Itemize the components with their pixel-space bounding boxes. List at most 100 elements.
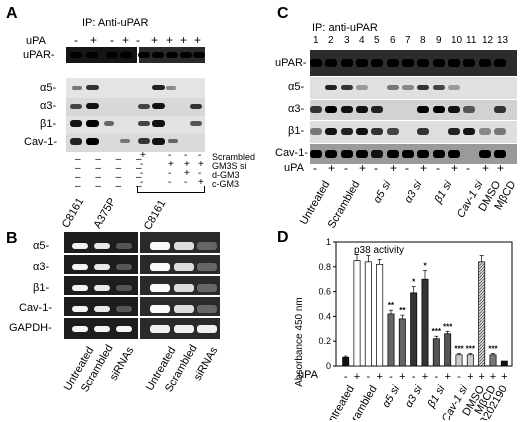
- panel-c-band-a5: [417, 85, 429, 90]
- panel-a-row-a3: α3-: [40, 100, 57, 112]
- panel-d-upa-sign: -: [366, 371, 370, 383]
- panel-a-treatment-sign: -: [140, 168, 144, 179]
- panel-c-band-cav1: [417, 150, 429, 158]
- panel-c-lane-number: 4: [359, 35, 365, 46]
- panel-c-band-upar: [310, 59, 322, 67]
- panel-b-row-b1: β1-: [33, 282, 50, 294]
- panel-a-ip-title: IP: Anti-uPAR: [82, 17, 149, 29]
- panel-b-band: [72, 243, 88, 249]
- panel-c-band-cav1: [356, 150, 368, 158]
- panel-d-ytick-label: 0.8: [318, 262, 331, 272]
- panel-d-bar: [444, 333, 452, 367]
- panel-d-upa-sign: -: [389, 371, 393, 383]
- panel-a-band-cav1: [70, 138, 82, 145]
- panel-d-bar: [410, 292, 418, 367]
- panel-d-significance: ***: [466, 345, 476, 354]
- panel-d-bar: [342, 356, 350, 367]
- panel-a-treatment-sign: -: [140, 159, 144, 170]
- panel-a-band-a5: [86, 85, 99, 90]
- panel-a-band-b1: [70, 120, 82, 127]
- panel-a-treat-gm3s: GM3S si: [212, 161, 247, 171]
- panel-b-band: [174, 325, 194, 333]
- panel-c-band-b1: [494, 128, 506, 135]
- panel-a-upa-sign: +: [180, 33, 188, 47]
- panel-c-upa-sign: +: [482, 161, 490, 175]
- panel-d-upa-sign: +: [354, 371, 360, 383]
- panel-a-treatment-sign: -: [198, 168, 202, 179]
- panel-b-band: [116, 243, 132, 249]
- panel-a-dashes-4: – – – –: [75, 181, 148, 192]
- panel-b-band: [116, 326, 132, 332]
- panel-c-band-b1: [387, 128, 399, 135]
- panel-d-upa-sign: +: [467, 371, 473, 383]
- panel-a-bracket: [137, 186, 205, 193]
- panel-c-band-upar: [494, 59, 506, 67]
- panel-c-band-b1: [341, 128, 353, 135]
- panel-c-band-b1: [371, 128, 383, 135]
- panel-c-band-a5: [356, 85, 368, 90]
- panel-b-row-a5: α5-: [33, 240, 50, 252]
- panel-b-row-divider: [64, 295, 220, 297]
- panel-b-row-a3: α3-: [33, 261, 50, 273]
- panel-a-dashes-1: – – – –: [75, 154, 148, 165]
- panel-c-band-a5: [325, 85, 337, 90]
- panel-c-band-a3: [310, 106, 322, 113]
- panel-c-row-a3: α3-: [288, 103, 305, 115]
- panel-a-treatment-sign: -: [184, 177, 188, 188]
- panel-b-band: [94, 243, 110, 249]
- panel-b-band: [72, 285, 88, 291]
- panel-b-band: [72, 264, 88, 270]
- panel-d-bar: [432, 338, 440, 367]
- panel-c-lane-number: 3: [344, 35, 350, 46]
- panel-a-treatment-sign: +: [198, 159, 204, 170]
- panel-c-upa-sign: +: [390, 161, 398, 175]
- panel-b-row-divider: [64, 274, 220, 276]
- panel-a-upa-sign: +: [194, 33, 202, 47]
- panel-d-significance: ***: [443, 322, 453, 331]
- panel-b-band: [94, 285, 110, 291]
- panel-c-upa-sign: -: [313, 161, 317, 175]
- panel-c-upa-sign: +: [359, 161, 367, 175]
- panel-d-significance: *: [412, 278, 416, 287]
- panel-d-chart: Absorbance 450 nm p38 activity uPA 0 0.2 0…: [294, 237, 513, 420]
- panel-d-upa-sign: +: [399, 371, 405, 383]
- panel-a-band-upar: [193, 52, 205, 58]
- panel-d-upa-sign: -: [412, 371, 416, 383]
- panel-a-band-a3: [70, 104, 82, 109]
- panel-d-upa-sign: +: [478, 371, 484, 383]
- panel-d-bar: [489, 354, 497, 367]
- panel-a-row-cav1: Cav-1-: [24, 136, 58, 148]
- panel-a-band-upar: [106, 52, 118, 58]
- panel-b-band: [94, 306, 110, 312]
- panel-a-band-a3: [152, 103, 165, 109]
- panel-a-band-b1: [104, 121, 114, 126]
- panel-d-group-label: α3 si: [403, 383, 425, 410]
- panel-c-lane-number: 11: [466, 35, 477, 46]
- panel-c-lane-number: 5: [374, 35, 380, 46]
- panel-a-treatment-sign: +: [140, 150, 146, 161]
- panel-c-band-upar: [479, 59, 491, 67]
- panel-a-treat-cgm3: c-GM3: [212, 179, 239, 189]
- panel-a-band-a5: [72, 86, 82, 90]
- panel-c-blot-b1: [310, 121, 517, 143]
- panel-b-band: [197, 242, 217, 250]
- panel-c-upa-sign: -: [436, 161, 440, 175]
- panel-b-band: [150, 325, 170, 333]
- panel-c-upa-sign: -: [374, 161, 378, 175]
- panel-a-band-cav1: [168, 139, 178, 143]
- panel-c-band-upar: [433, 59, 445, 67]
- panel-b-label: B: [6, 230, 18, 247]
- panel-d-significance: ***: [432, 327, 442, 336]
- panel-a-treatment-sign: +: [198, 177, 204, 188]
- panel-c-row-upar: uPAR-: [275, 57, 307, 69]
- panel-a-upa-sign: +: [166, 33, 174, 47]
- panel-d-bar: [376, 263, 384, 367]
- panel-a-upa-sign: +: [90, 33, 98, 47]
- panel-c-band-upar: [356, 59, 368, 67]
- panel-c-band-a5: [402, 85, 414, 90]
- panel-c-band-b1: [325, 128, 337, 135]
- panel-a-band-cav1: [138, 138, 150, 144]
- panel-c-band-a5: [387, 85, 399, 90]
- panel-a-blot-cav1: [66, 134, 205, 152]
- panel-d-ytick-label: 1: [326, 237, 331, 247]
